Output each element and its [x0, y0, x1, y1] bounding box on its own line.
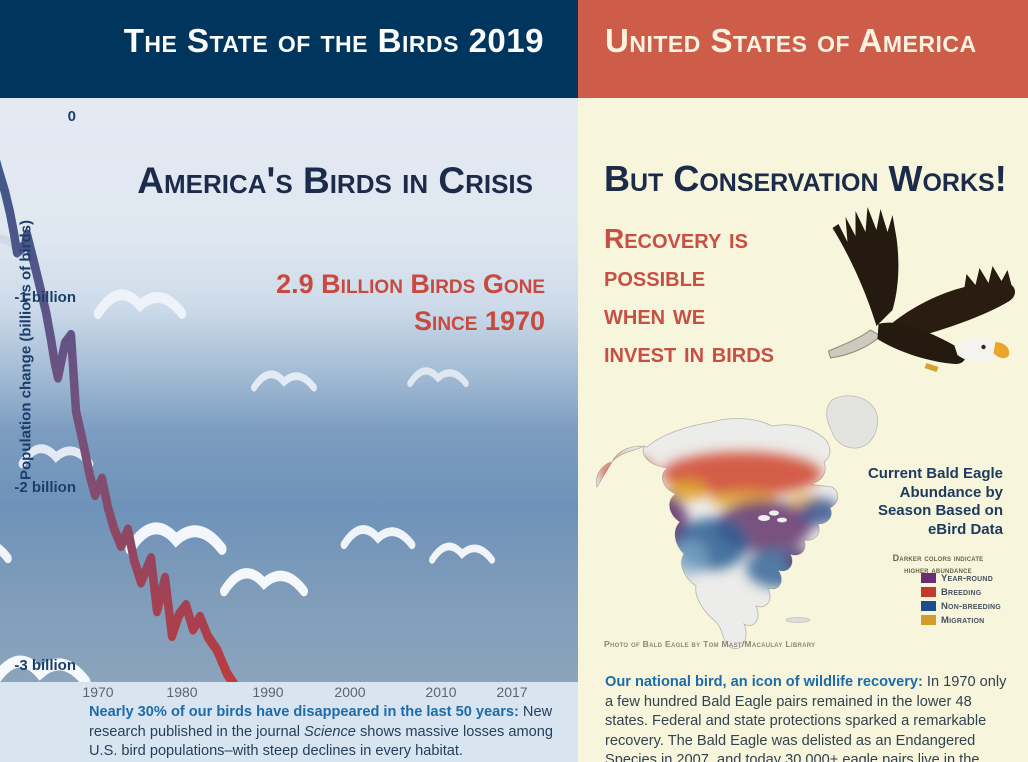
decline-chart-art: [0, 159, 578, 682]
map-greenland: [826, 395, 878, 449]
year-round-label: Year-round: [941, 572, 993, 584]
shorebird-flock-photo: [0, 98, 578, 682]
map-title: Current Bald Eagle Abundance by Season B…: [867, 465, 1003, 538]
y-tick-0: 0: [67, 108, 76, 125]
crisis-caption-body1: New research published in the journal: [89, 704, 553, 740]
map-cuba: [785, 617, 811, 623]
breeding-label: Breeding: [941, 586, 982, 598]
y-tick-minus2: -2 billion: [14, 479, 76, 496]
stat-birds-gone: 2.9 Billion Birds Gone Since 1970: [276, 269, 545, 336]
season-legend: Year-round Breeding Non-breeding Migrati…: [921, 571, 1001, 627]
right-header-bar: United States of America: [578, 0, 1028, 98]
breeding-swatch: [921, 587, 936, 597]
caption-strip: [0, 682, 578, 762]
x-tick-1990: 1990: [252, 684, 284, 700]
eagle-abundance-map-art: [595, 395, 878, 650]
legend-item-breeding: Breeding: [921, 585, 1001, 599]
right-page-title: United States of America: [605, 22, 977, 59]
non-breeding-swatch: [921, 601, 936, 611]
crisis-title: America's Birds in Crisis: [137, 160, 533, 201]
y-tick-minus3: -3 billion: [14, 657, 76, 674]
left-header-bar: The State of the Birds 2019: [0, 0, 578, 98]
year-round-swatch: [921, 573, 936, 583]
crisis-caption-body2: shows massive losses among U.S. bird pop…: [89, 723, 554, 760]
recovery-message: Recovery is possible when we invest in b…: [604, 223, 775, 368]
bald-eagle-photo-art: [827, 207, 1016, 372]
eagle-eye: [981, 344, 986, 350]
crisis-caption: Nearly 30% of our birds have disappeared…: [89, 703, 559, 762]
x-tick-1970: 1970: [82, 684, 114, 700]
conservation-title: But Conservation Works!: [604, 158, 1007, 199]
y-tick-minus1: -1 billion: [14, 289, 76, 306]
left-page-title: The State of the Birds 2019: [123, 22, 544, 59]
non-breeding-label: Non-breeding: [941, 600, 1001, 612]
y-axis-label: Population change (billions of birds): [17, 220, 35, 480]
eagle-head: [954, 336, 1001, 363]
bird-flock-art: [0, 172, 492, 682]
eagle-left-wing: [832, 207, 899, 326]
eagle-body: [877, 322, 966, 364]
x-tick-2000: 2000: [334, 684, 366, 700]
migration-label: Migration: [941, 614, 985, 626]
legend-item-non-breeding: Non-breeding: [921, 599, 1001, 613]
legend-item-migration: Migration: [921, 613, 1001, 627]
eagle-right-wing: [888, 266, 1016, 336]
x-tick-2017: 2017: [496, 684, 528, 700]
recovery-paragraph-lead: Our national bird, an icon of wildlife r…: [605, 674, 923, 690]
crisis-caption-journal: Science: [304, 723, 356, 740]
left-page-birds-in-crisis: The State of the Birds 2019 America's Bi…: [0, 0, 578, 762]
right-page-conservation-works: United States of America But Conservatio…: [578, 0, 1028, 762]
eagle-foot: [924, 363, 939, 372]
recovery-paragraph-body: In 1970 only a few hundred Bald Eagle pa…: [605, 674, 1007, 762]
photo-credit: Photo of Bald Eagle by Tom Mast/Macaulay…: [604, 639, 816, 649]
map-great-lakes: [758, 510, 787, 523]
x-tick-2010: 2010: [425, 684, 457, 700]
recovery-paragraph: Our national bird, an icon of wildlife r…: [605, 673, 1013, 762]
map-note: Darker colors indicate higher abundance: [892, 553, 984, 575]
map-abundance-blobs: [599, 452, 838, 588]
eagle-beak: [993, 342, 1010, 359]
eagle-tail: [827, 329, 882, 359]
x-tick-1980: 1980: [166, 684, 198, 700]
legend-item-year-round: Year-round: [921, 571, 1001, 585]
migration-swatch: [921, 615, 936, 625]
decline-line: [0, 159, 239, 682]
crisis-caption-lead: Nearly 30% of our birds have disappeared…: [89, 704, 519, 720]
